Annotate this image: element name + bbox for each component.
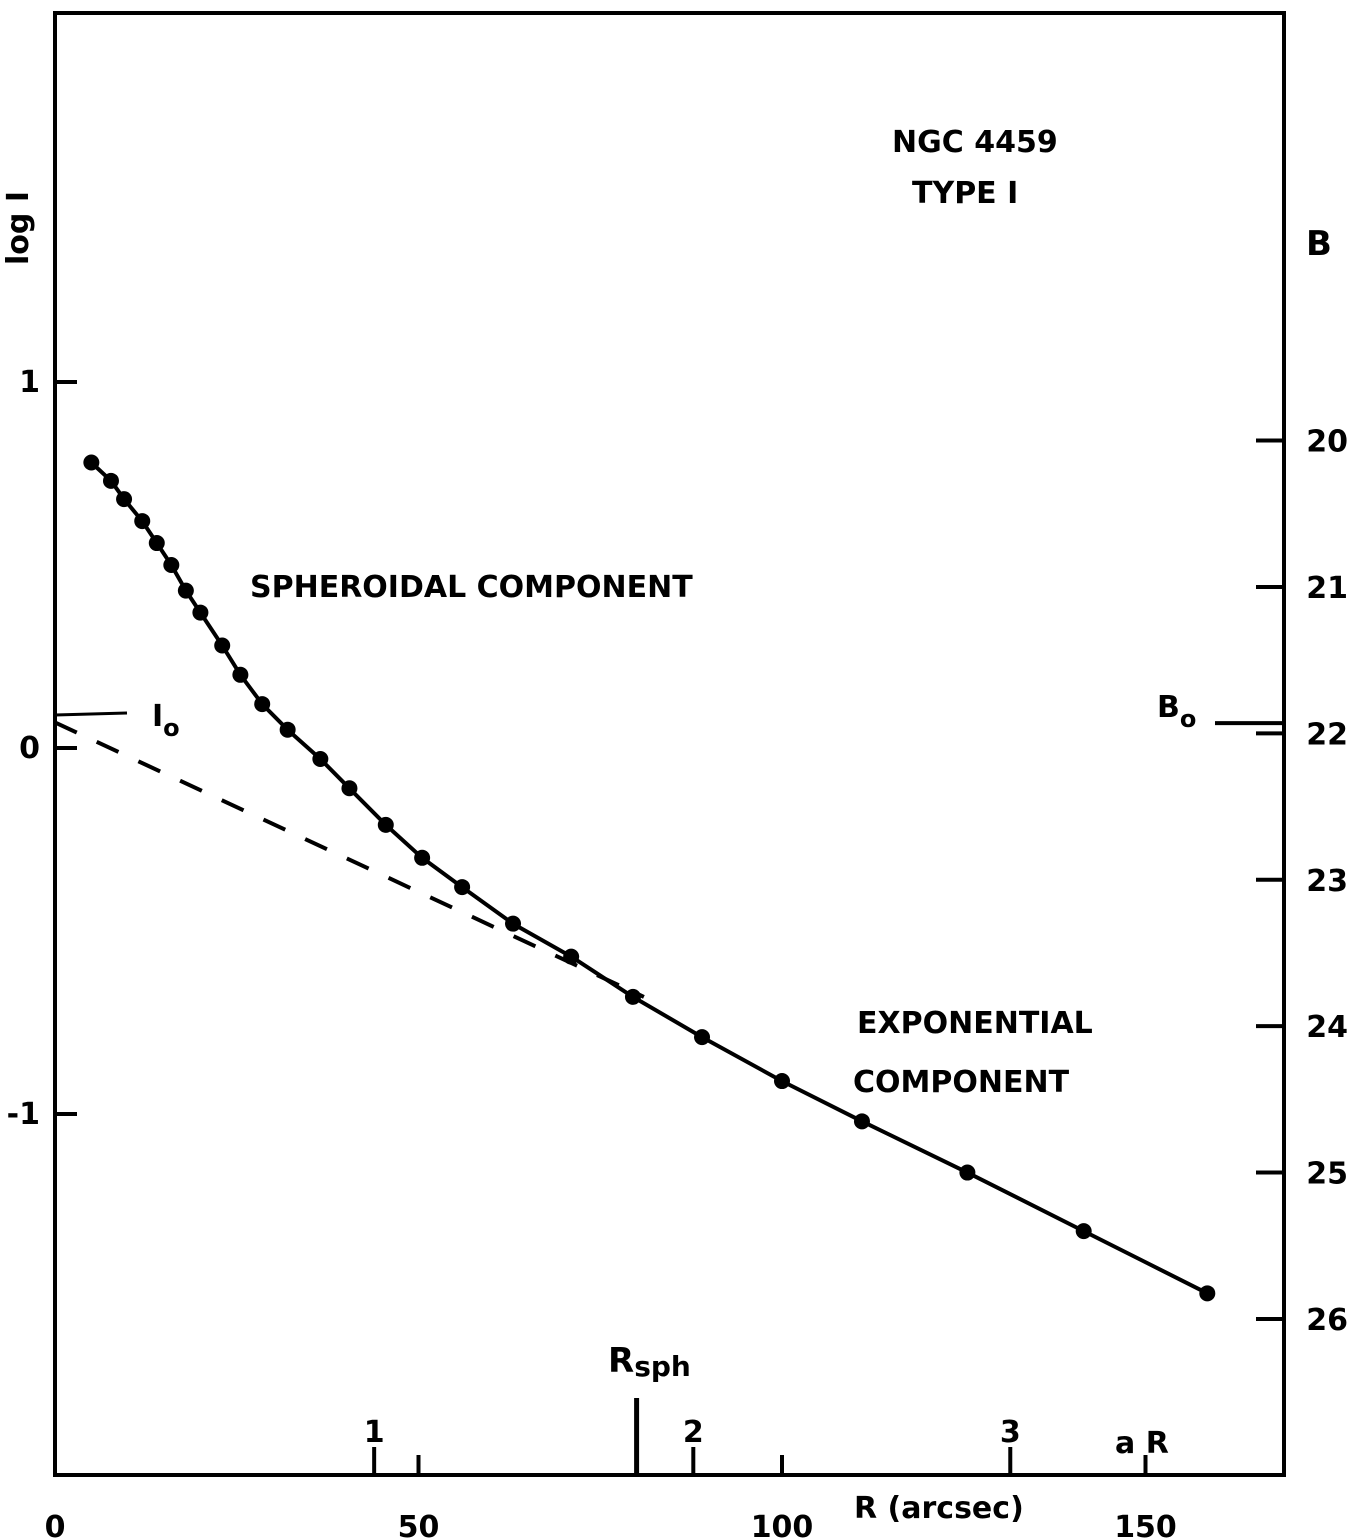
data-point [414,849,431,866]
ar-axis-label: a R [1115,1426,1169,1461]
y-tick-label-left: 1 [19,365,40,400]
data-point [254,696,271,713]
data-point [563,948,580,965]
rsph-label-sub: sph [634,1350,691,1383]
data-point [312,750,329,767]
b-tick-label-right: 26 [1306,1303,1348,1338]
b-tick-label-right: 21 [1306,571,1348,606]
data-point [232,666,249,683]
data-point [83,454,100,471]
y-tick-label-left: -1 [7,1097,40,1132]
b-tick-label-right: 22 [1306,717,1348,752]
data-point [148,535,165,552]
data-point [279,721,296,738]
data-point [959,1164,976,1181]
b-tick-label-right: 20 [1306,425,1348,460]
rsph-label-main: R [608,1341,634,1381]
y-axis-label-right: B [1306,224,1332,264]
b0-label-sub: o [1180,705,1197,733]
galaxy-name: NGC 4459 [892,125,1058,160]
x-tick-label: 0 [45,1510,66,1540]
data-point [214,637,231,654]
x-tick-label: 50 [398,1510,440,1540]
b0-label: Bo [1157,690,1196,733]
i0-label-sub: o [163,714,180,742]
data-point [102,472,119,489]
exponential-label-line1: EXPONENTIAL [857,1006,1093,1041]
exponential-dashed-line [54,720,645,999]
i0-label-main: I [152,699,163,734]
data-point [163,557,180,573]
x-tick-label: 100 [751,1510,814,1540]
data-points [83,454,1216,1302]
b-tick-label-right: 25 [1306,1157,1348,1192]
data-point [624,988,641,1005]
ar-tick-label: 3 [1000,1415,1021,1450]
ar-tick-label: 2 [683,1415,704,1450]
data-point [377,816,394,833]
axis-ticks [54,380,1284,1475]
data-point [774,1073,790,1090]
data-point [1075,1223,1092,1240]
plot-border [53,11,1286,1477]
y-tick-label-left: 0 [19,731,40,766]
data-point [454,879,471,896]
y-axis-label-left: log I [1,191,36,265]
ar-tick-label: 1 [364,1415,385,1450]
data-point [134,513,151,530]
b0-label-main: B [1157,690,1180,725]
data-point [1199,1285,1216,1302]
b-tick-label-right: 23 [1306,864,1348,899]
x-axis-label: R (arcsec) [854,1491,1024,1526]
data-point [116,491,133,508]
data-point [192,604,209,621]
data-point [853,1113,870,1130]
x-tick-label: 150 [1114,1510,1177,1540]
exponential-label-line2: COMPONENT [853,1065,1070,1100]
data-point [341,780,358,797]
data-point [694,1029,711,1046]
galaxy-type: TYPE I [912,176,1018,211]
b-tick-label-right: 24 [1306,1010,1348,1045]
rsph-label: Rsph [608,1341,691,1383]
data-point [177,582,194,599]
i0-marker [54,711,128,717]
i0-label: Io [152,699,180,742]
plot-frame [53,11,1286,1477]
data-point [505,915,522,932]
spheroidal-component-label: SPHEROIDAL COMPONENT [250,570,693,605]
